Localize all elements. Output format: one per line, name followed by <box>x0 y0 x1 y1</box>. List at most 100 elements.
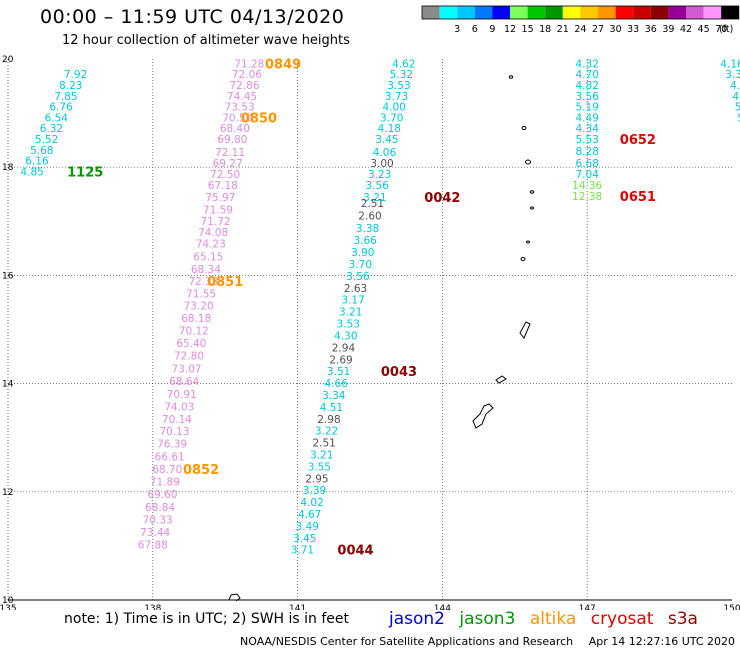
legend-tick-label: 24 <box>574 24 586 35</box>
wave-height-value: 14.36 <box>572 180 602 192</box>
mission-cryosat: cryosat <box>590 609 654 629</box>
wave-height-value: 5.32 <box>390 69 413 81</box>
wave-height-value: 4.62 <box>392 58 415 70</box>
wave-height-value: 3.56 <box>346 271 370 283</box>
wave-height-tracks: 7.928.237.856.766.546.325.525.686.164.85… <box>20 58 740 556</box>
wave-height-value: 66.61 <box>155 452 185 464</box>
wave-height-value: 70.12 <box>179 326 209 338</box>
wave-height-value: 68.34 <box>191 264 221 276</box>
legend-swatch <box>668 6 686 19</box>
mission-legend: jason2 jason3 altika cryosat s3a <box>389 609 707 629</box>
wave-height-value: 3.56 <box>576 91 600 103</box>
wave-height-value: 6.32 <box>40 123 63 135</box>
wave-height-value: 4.67 <box>298 509 321 521</box>
wave-height-value: 69.80 <box>217 134 247 146</box>
legend-tick-label: 12 <box>504 24 516 35</box>
legend-swatch <box>580 6 598 19</box>
wave-height-value: 3.51 <box>327 366 350 378</box>
legend-swatch <box>703 6 722 19</box>
legend-swatch <box>598 6 616 19</box>
wave-height-value: 4.66 <box>325 378 349 390</box>
wave-height-value: 3.45 <box>375 134 398 146</box>
wave-height-value: 68.84 <box>145 502 175 514</box>
wave-height-value: 3.45 <box>293 533 316 545</box>
wave-height-value: 2.51 <box>312 438 335 450</box>
legend-swatch <box>721 6 739 19</box>
island-outline <box>520 257 526 261</box>
legend-swatch <box>650 6 669 19</box>
y-tick-label: 20 <box>2 55 14 65</box>
y-tick-label: 16 <box>2 271 14 281</box>
wave-height-value: 71.28 <box>234 58 264 70</box>
wave-height-value: 70.33 <box>143 514 173 526</box>
wave-height-value: 4.06 <box>373 147 397 159</box>
island-outline <box>472 403 494 429</box>
legend-tick-label: 42 <box>680 24 692 35</box>
wave-height-value: 74.45 <box>227 91 257 103</box>
wave-height-value: 5.18 <box>737 112 740 124</box>
wave-height-value: 73.44 <box>140 527 170 539</box>
legend-swatch <box>562 6 581 19</box>
legend-tick-label: 21 <box>557 24 569 35</box>
legend-swatch <box>510 6 528 19</box>
wave-height-value: 72.06 <box>232 69 262 81</box>
island-outline <box>530 206 534 210</box>
legend-tick-label: 36 <box>645 24 657 35</box>
legend-tick-label: 9 <box>489 24 495 35</box>
wave-height-value: 3.73 <box>385 91 408 103</box>
wave-height-value: 3.21 <box>310 449 333 461</box>
footer: NOAA/NESDIS Center for Satellite Applica… <box>240 635 735 648</box>
wave-height-value: 71.55 <box>186 288 216 300</box>
wave-height-value: 2.60 <box>358 210 381 222</box>
wave-height-value: 3.31 <box>725 69 740 81</box>
mission-altika: altika <box>529 609 577 629</box>
wave-height-value: 5.37 <box>735 102 740 114</box>
pass-time-label: 1125 <box>67 166 103 181</box>
wave-height-value: 3.22 <box>315 426 338 438</box>
legend-tick-label: 70 <box>715 24 727 35</box>
altimeter-map: 135 138 141 144 147 1502018161412107.928.237.… <box>0 55 740 610</box>
legend-swatch <box>492 6 510 19</box>
wave-height-value: 4.30 <box>334 330 357 342</box>
wave-height-value: 72.80 <box>174 350 204 362</box>
wave-height-value: 3.70 <box>380 112 403 124</box>
island-outlines <box>228 75 535 602</box>
pass-time-label: 0043 <box>381 365 417 380</box>
legend-swatch <box>457 6 475 19</box>
wave-height-value: 7.04 <box>576 169 600 181</box>
legend-swatch <box>474 6 493 19</box>
wave-height-value: 67.88 <box>138 539 168 551</box>
wave-height-value: 69.60 <box>147 489 177 501</box>
wave-height-value: 74.23 <box>196 238 226 250</box>
wave-height-value: 4.32 <box>576 58 599 70</box>
wave-height-value: 3.00 <box>370 158 393 170</box>
mission-jason3: jason3 <box>459 609 516 629</box>
wave-height-value: 76.39 <box>157 439 187 451</box>
map-subtitle: 12 hour collection of altimeter wave hei… <box>62 33 350 48</box>
x-tick-label: 144 <box>434 604 451 610</box>
wave-height-value: 3.17 <box>341 295 364 307</box>
map-title: 00:00 – 11:59 UTC 04/13/2020 <box>40 6 345 28</box>
wave-height-value: 71.72 <box>201 216 231 228</box>
pass-time-label: 0652 <box>620 133 656 148</box>
island-outline <box>228 593 241 602</box>
legend-tick-label: 39 <box>662 24 674 35</box>
x-tick-label: 138 <box>144 604 161 610</box>
pass-time-label: 0044 <box>337 544 373 559</box>
mission-jason2: jason2 <box>389 609 445 629</box>
wave-height-value: 8.28 <box>576 146 599 158</box>
island-outline <box>525 159 531 165</box>
pass-time-label: 0852 <box>183 463 219 478</box>
wave-height-value: 4.52 <box>732 91 740 103</box>
wave-height-value: 2.51 <box>361 198 384 210</box>
wave-height-value: 70.91 <box>167 389 197 401</box>
footer-credit: NOAA/NESDIS Center for Satellite Applica… <box>240 635 574 648</box>
wave-height-value: 68.40 <box>220 123 250 135</box>
pass-time-label: 0042 <box>424 191 460 206</box>
legend-tick-label: 18 <box>539 24 551 35</box>
legend-tick-label: 33 <box>627 24 639 35</box>
wave-height-value: 74.03 <box>164 401 194 413</box>
pass-time-labels: 0849 0850 0851 0852 1125 0042 0043 0044 0652 0651 <box>67 57 656 558</box>
wave-height-value: 3.23 <box>368 169 391 181</box>
wave-height-value: 71.59 <box>203 204 233 216</box>
